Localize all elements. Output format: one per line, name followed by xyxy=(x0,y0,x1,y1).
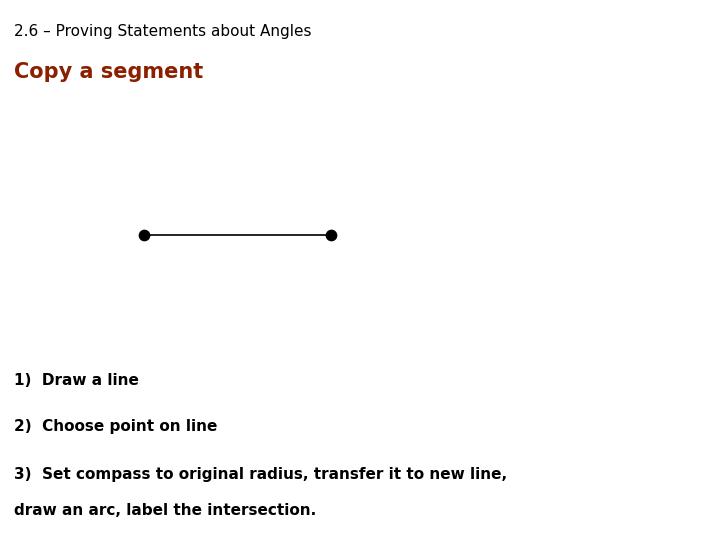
Text: 3)  Set compass to original radius, transfer it to new line,: 3) Set compass to original radius, trans… xyxy=(14,467,508,482)
Text: 2.6 – Proving Statements about Angles: 2.6 – Proving Statements about Angles xyxy=(14,24,312,39)
Text: 1)  Draw a line: 1) Draw a line xyxy=(14,373,139,388)
Text: Copy a segment: Copy a segment xyxy=(14,62,204,82)
Point xyxy=(325,231,337,239)
Text: 2)  Choose point on line: 2) Choose point on line xyxy=(14,418,217,434)
Point xyxy=(138,231,150,239)
Text: draw an arc, label the intersection.: draw an arc, label the intersection. xyxy=(14,503,317,518)
